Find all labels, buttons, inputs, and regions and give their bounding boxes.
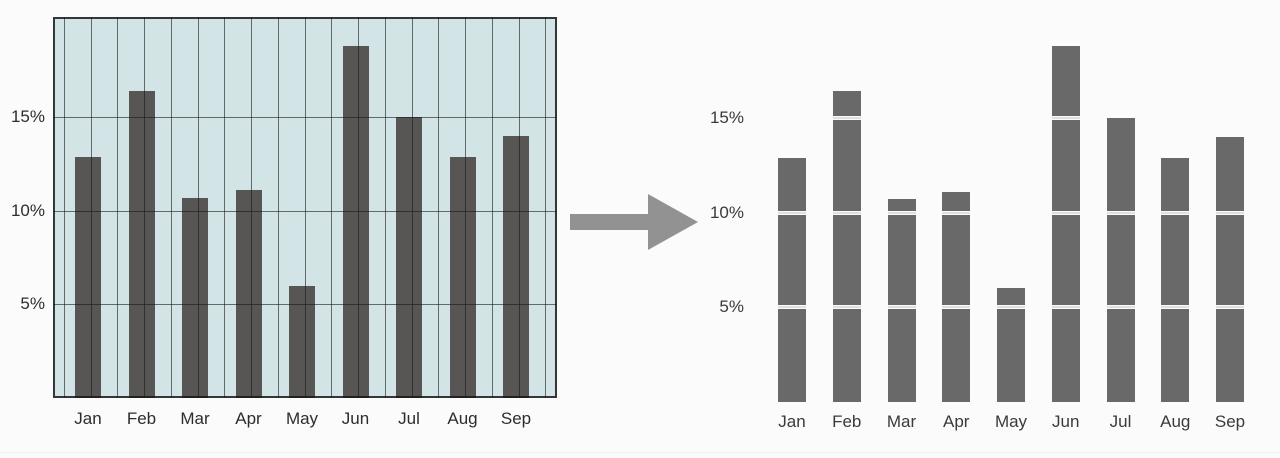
bar-jan [75, 157, 101, 398]
gridline-vertical [384, 17, 386, 398]
arrow-head [648, 194, 698, 250]
white-gridline-gap [1106, 305, 1135, 310]
white-gridline-gap [887, 210, 916, 215]
bar-mar [182, 198, 208, 398]
x-axis-label-jan: Jan [74, 409, 102, 428]
white-gridline-gap [1216, 305, 1244, 310]
x-axis-label-jan: Jan [778, 412, 806, 431]
x-axis-label-feb: Feb [832, 412, 862, 431]
white-gridline-gap [1161, 305, 1190, 310]
gridline-vertical [90, 17, 92, 398]
bar-mar [887, 199, 916, 402]
white-gridline-gap [887, 305, 916, 310]
bar-jul [396, 117, 422, 398]
x-axis-label-jun: Jun [341, 409, 370, 428]
arrow-shaft [570, 214, 650, 230]
gridline-vertical [491, 17, 493, 398]
bar-apr [942, 192, 971, 402]
bottom-rule [0, 452, 1280, 453]
y-axis-tick-label-15: 15% [10, 107, 45, 126]
x-axis-label-jul: Jul [1109, 412, 1132, 431]
white-gridline-gap [832, 305, 861, 310]
gridline-horizontal [53, 117, 557, 118]
bar-jun [342, 46, 369, 398]
white-gridline-gap [1106, 210, 1135, 215]
white-gridline-gap [1051, 305, 1080, 310]
bar-jun [1051, 46, 1080, 402]
bar-feb [128, 91, 155, 398]
white-gridline-gap [942, 305, 971, 310]
white-gridline-gap [778, 210, 806, 215]
x-axis-label-aug: Aug [447, 409, 478, 428]
x-axis-label-jul: Jul [398, 409, 420, 428]
gridline-vertical [144, 17, 145, 398]
x-axis-label-jun: Jun [1052, 412, 1080, 431]
x-axis-label-may: May [994, 412, 1028, 431]
gridline-vertical [331, 17, 333, 398]
gridline-vertical [224, 17, 226, 398]
gridline-horizontal [53, 304, 557, 305]
x-axis-label-sep: Sep [500, 409, 532, 428]
x-axis-label-mar: Mar [886, 412, 917, 431]
gridline-vertical [63, 17, 65, 398]
white-gridline-gap [778, 305, 806, 310]
y-axis-tick-label-15: 15% [709, 108, 744, 127]
gridline-vertical [197, 17, 199, 398]
y-axis-tick-label-10: 10% [10, 201, 45, 220]
x-axis-label-feb: Feb [126, 409, 157, 428]
bar-aug [449, 157, 476, 398]
before-to-after-arrow-icon [568, 194, 700, 251]
gridline-vertical [358, 17, 359, 398]
white-gridline-gap [1051, 115, 1080, 120]
gridline-vertical [465, 17, 466, 398]
gridline-vertical [411, 17, 413, 398]
bar-sep [503, 136, 529, 398]
white-gridline-gap [1216, 210, 1244, 215]
x-axis-label-apr: Apr [943, 412, 970, 431]
bar-sep [1216, 137, 1244, 402]
bar-apr [235, 190, 262, 398]
white-gridline-gap [997, 305, 1025, 310]
gridline-vertical [117, 17, 119, 398]
gridline-vertical [277, 17, 279, 398]
y-axis-tick-label-5: 5% [20, 294, 45, 313]
gridline-vertical [518, 17, 520, 398]
bar-may [289, 286, 315, 398]
gridline-vertical [438, 17, 440, 398]
gridline-horizontal [53, 211, 557, 212]
gridline-vertical [304, 17, 306, 398]
white-gridline-gap [1161, 210, 1190, 215]
x-axis-label-may: May [285, 409, 319, 428]
x-axis-label-mar: Mar [180, 409, 210, 428]
white-gridline-gap [832, 115, 861, 120]
bar-aug [1161, 158, 1190, 402]
bar-jul [1106, 118, 1135, 402]
gridline-vertical [545, 17, 547, 398]
white-gridline-gap [942, 210, 971, 215]
gridline-vertical [251, 17, 252, 398]
white-gridline-gap [832, 210, 861, 215]
y-axis-tick-label-5: 5% [719, 297, 744, 316]
white-gridline-gap [1051, 210, 1080, 215]
y-axis-tick-label-10: 10% [709, 203, 744, 222]
bar-feb [832, 91, 861, 402]
bar-may [997, 288, 1025, 402]
gridline-vertical [170, 17, 172, 398]
bar-jan [778, 158, 806, 402]
x-axis-label-sep: Sep [1214, 412, 1246, 431]
x-axis-label-apr: Apr [235, 409, 262, 428]
x-axis-label-aug: Aug [1160, 412, 1191, 431]
